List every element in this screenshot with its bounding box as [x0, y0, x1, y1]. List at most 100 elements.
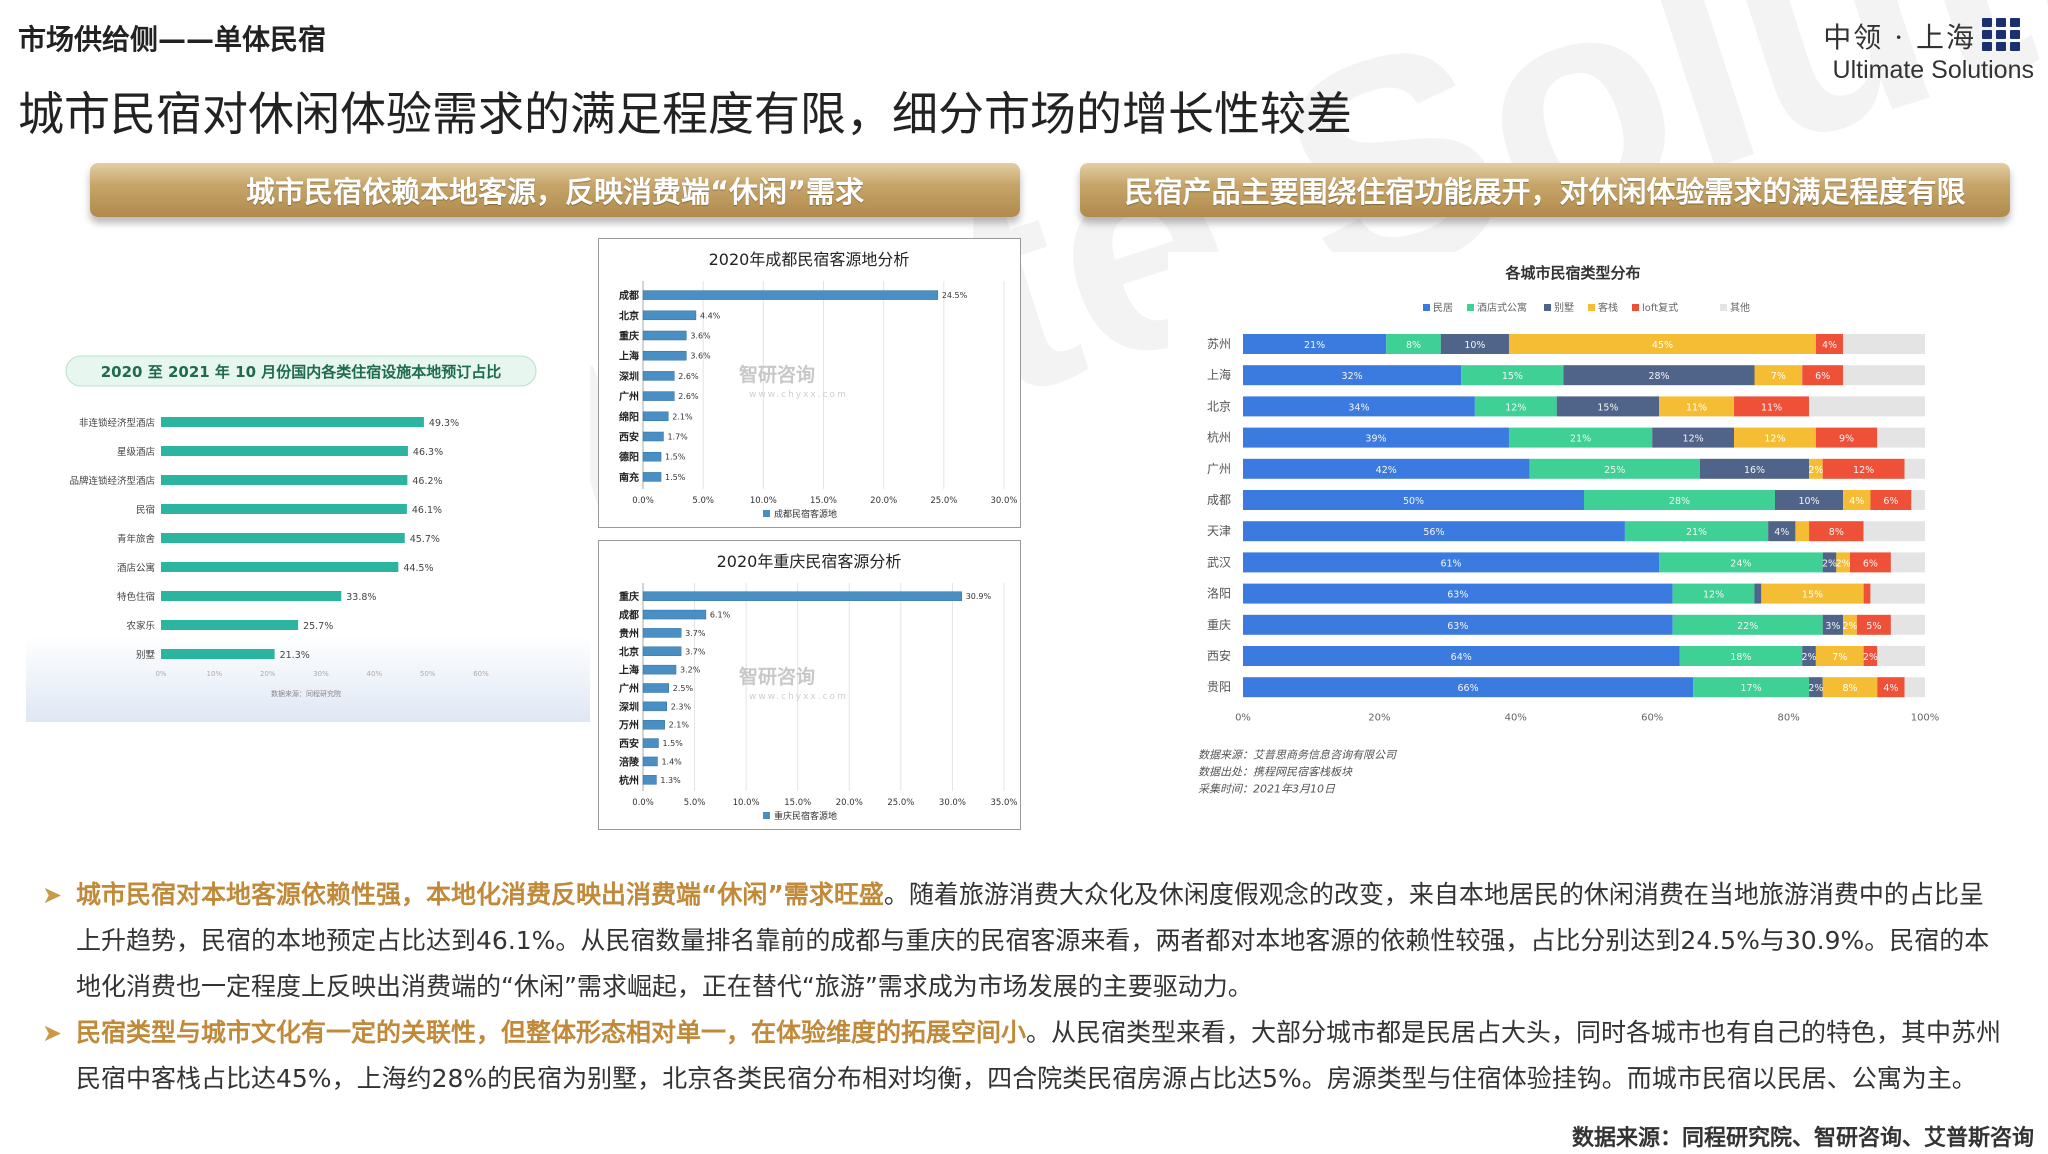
- x-tick-label: 5.0%: [692, 496, 714, 506]
- bar-segment: [1699, 458, 1810, 479]
- segment-label: 15%: [1597, 402, 1618, 413]
- bar-segment: [1243, 614, 1673, 635]
- bar: [642, 756, 658, 767]
- segment-label: 5%: [1866, 621, 1881, 632]
- bar: [642, 609, 707, 620]
- bar-segment: [1822, 677, 1878, 698]
- bar-segment: [1243, 552, 1660, 573]
- x-tick-label: 50%: [420, 670, 436, 678]
- category-label: 北京: [619, 645, 639, 658]
- bar-segment: [1243, 677, 1694, 698]
- bar-segment: [1243, 365, 1462, 386]
- x-tick-label: 40%: [367, 670, 383, 678]
- bar-segment: [1795, 521, 1810, 542]
- bar-segment: [1877, 677, 1905, 698]
- bullet-2-highlight: 民宿类型与城市文化有一定的关联性，但整体形态相对单一，在体验维度的拓展空间小: [76, 1018, 1027, 1047]
- value-label: 4.4%: [700, 311, 721, 320]
- segment-label: 12%: [1853, 465, 1874, 476]
- segment-label: 4%: [1822, 340, 1837, 351]
- logo-chinese-text: 中领 · 上海: [1823, 21, 1976, 54]
- legend-label: 客栈: [1598, 301, 1618, 314]
- bar-segment: [1693, 677, 1810, 698]
- value-label: 21.3%: [280, 650, 310, 661]
- value-label: 1.3%: [660, 776, 681, 785]
- segment-label: 63%: [1447, 590, 1468, 601]
- bar-segment: [1843, 365, 1925, 386]
- chart-city-types-panel: 各城市民宿类型分布 民居 酒店式公寓 别墅 客栈 loft复式 其他 苏州 21% 8% 10% 45…: [1168, 252, 1968, 812]
- bar-segment: [1440, 334, 1509, 354]
- category-label: 特色住宿: [117, 591, 155, 603]
- bar: [642, 371, 675, 381]
- chart-local-booking-panel: 2020 至 2021 年 10 月份国内各类住宿设施本地预订占比 非连锁经济型酒…: [26, 330, 590, 722]
- bar-segment: [1904, 677, 1925, 698]
- value-label: 2.3%: [671, 702, 692, 711]
- segment-label: 6%: [1863, 558, 1878, 569]
- segment-label: 2%: [1822, 558, 1837, 569]
- bar-segment: [1870, 583, 1925, 604]
- bar: [642, 628, 682, 638]
- category-label: 别墅: [136, 650, 156, 661]
- x-tick-label: 30.0%: [939, 798, 966, 808]
- segment-label: 11%: [1686, 402, 1707, 413]
- legend-label: 其他: [1730, 301, 1750, 314]
- value-label: 46.1%: [412, 505, 442, 516]
- x-tick-label: 20.0%: [870, 496, 897, 506]
- bar-segment: [1843, 334, 1925, 354]
- bullet-1-text: 。随着旅游消费大众化及休闲度假观念的改变，来自本地居民的休闲消费在当地旅游消费中…: [76, 880, 1990, 1001]
- value-label: 1.5%: [665, 453, 686, 462]
- value-label: 1.5%: [662, 739, 683, 748]
- segment-label: 10%: [1464, 340, 1485, 351]
- bar-segment: [1774, 490, 1844, 510]
- bar-segment: [1243, 458, 1530, 479]
- segment-label: 4%: [1849, 496, 1864, 507]
- bar-segment: [1822, 552, 1837, 573]
- value-label: 2.1%: [669, 721, 690, 730]
- segment-label: 12%: [1764, 434, 1785, 445]
- x-tick-label: 100%: [1911, 712, 1940, 723]
- bar-segment: [1659, 396, 1735, 417]
- segment-label: 2%: [1808, 683, 1823, 694]
- segment-label: 11%: [1761, 402, 1782, 413]
- bar: [642, 719, 665, 730]
- bar: [642, 411, 669, 422]
- chart-local-booking: 2020 至 2021 年 10 月份国内各类住宿设施本地预订占比非连锁经济型酒…: [65, 355, 537, 698]
- segment-label: 63%: [1447, 621, 1468, 632]
- value-label: 1.7%: [667, 433, 688, 442]
- bar-segment: [1802, 365, 1844, 386]
- category-label: 深圳: [619, 700, 639, 713]
- bar: [161, 562, 399, 572]
- segment-label: 28%: [1669, 496, 1690, 507]
- category-label: 酒店公寓: [117, 562, 155, 574]
- segment-label: 21%: [1686, 527, 1707, 538]
- bar-segment: [1843, 490, 1871, 510]
- bar-segment: [1911, 490, 1925, 510]
- x-tick-label: 10%: [207, 670, 223, 678]
- category-label: 上海: [1207, 367, 1231, 382]
- category-label: 贵州: [619, 627, 639, 640]
- category-label: 重庆: [619, 590, 639, 603]
- legend-swatch: [763, 510, 770, 517]
- watermark-text: 智研咨询: [739, 363, 815, 386]
- arrow-right-icon: ➤: [42, 881, 63, 909]
- category-label: 绵阳: [619, 410, 639, 423]
- value-label: 45.7%: [410, 534, 440, 545]
- bar-segment: [1863, 583, 1871, 604]
- legend-swatch: [1632, 304, 1639, 311]
- bar-segment: [1877, 646, 1925, 666]
- x-tick-label: 80%: [1777, 712, 1799, 723]
- legend-label: 成都民宿客源地: [774, 508, 837, 520]
- category-label: 北京: [619, 309, 639, 322]
- bar: [642, 431, 664, 442]
- segment-label: 9%: [1839, 434, 1854, 445]
- chart-source-line: 数据来源：艾普思商务信息咨询有限公司: [1198, 748, 1397, 761]
- legend-label: 酒店式公寓: [1477, 301, 1527, 314]
- segment-label: 28%: [1648, 371, 1669, 382]
- bar-segment: [1243, 490, 1584, 510]
- value-label: 2.6%: [678, 392, 699, 401]
- segment-label: 25%: [1604, 465, 1625, 476]
- legend-swatch: [1588, 304, 1595, 311]
- bar: [161, 417, 424, 427]
- segment-label: 56%: [1423, 527, 1444, 538]
- chart-chengdu-source: 2020年成都民宿客源地分析 0.0% 5.0% 10.0% 15.0% 20.0% 25.…: [618, 250, 1018, 520]
- category-label: 民宿: [136, 504, 155, 516]
